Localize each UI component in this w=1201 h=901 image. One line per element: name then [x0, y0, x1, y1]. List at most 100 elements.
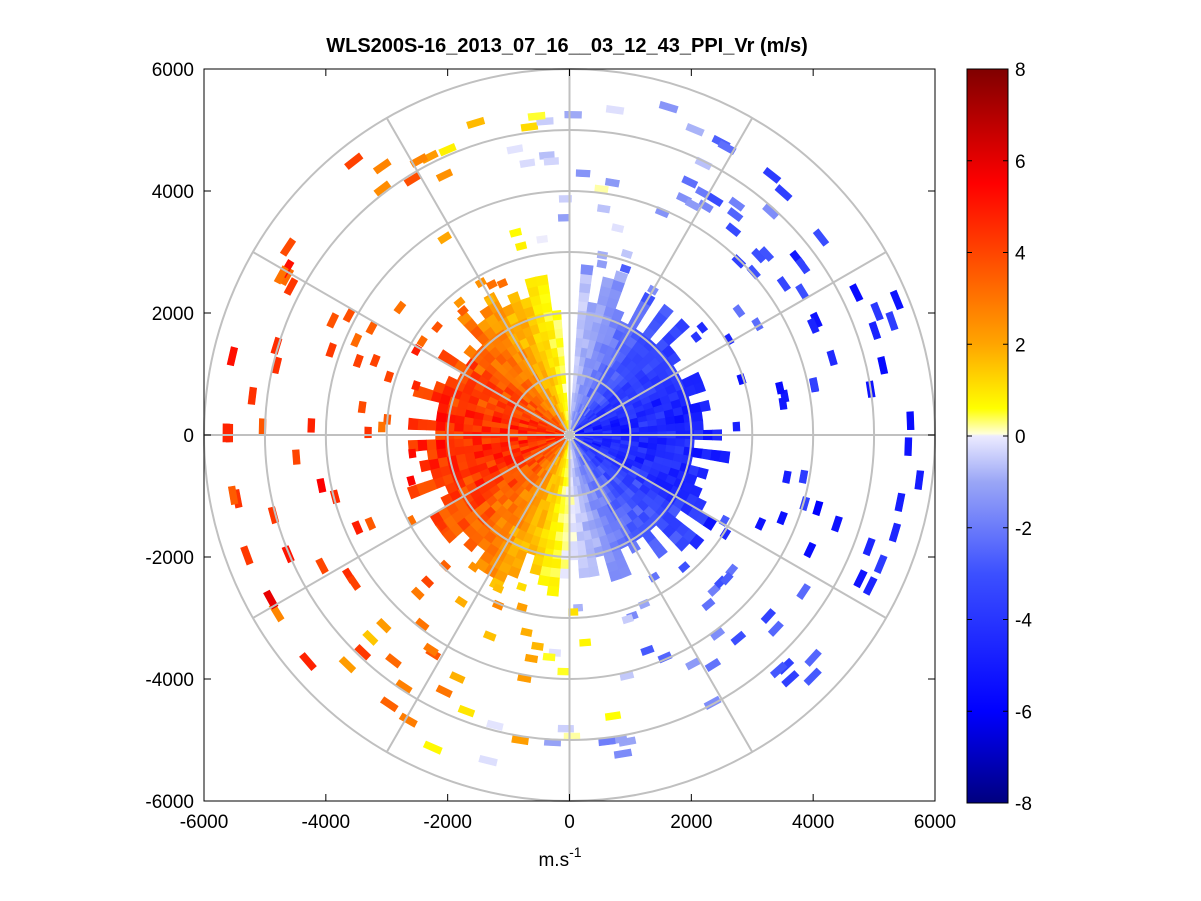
velocity-cell [812, 500, 824, 517]
velocity-cell [426, 419, 437, 431]
colorbar-tick-label: -2 [1015, 519, 1032, 540]
velocity-cell [517, 436, 528, 441]
velocity-cell [486, 719, 504, 731]
velocity-cell [706, 192, 724, 208]
velocity-cell [776, 511, 788, 526]
velocity-cell [453, 296, 466, 309]
velocity-cell [444, 446, 456, 458]
velocity-cell [516, 582, 527, 592]
velocity-cell [697, 199, 714, 214]
colorbar: 8 6 4 2 0 -2 -4 -6 -8 [966, 60, 1032, 815]
velocity-cell [583, 539, 594, 551]
velocity-cell [576, 540, 586, 551]
velocity-cell [894, 492, 906, 512]
velocity-cell [776, 275, 792, 292]
velocity-cell [862, 576, 878, 596]
velocity-cell [372, 158, 392, 175]
velocity-cell [693, 380, 706, 394]
velocity-cell [798, 469, 809, 484]
velocity-cell [357, 400, 367, 414]
velocity-cell [535, 274, 549, 287]
velocity-cell [674, 318, 690, 334]
azimuth-spoke [568, 434, 754, 753]
velocity-cell [569, 532, 578, 543]
velocity-cell [369, 353, 381, 368]
velocity-cell [471, 437, 483, 446]
velocity-cell [640, 644, 655, 656]
x-axis-label-exponent: -1 [569, 844, 582, 860]
velocity-cell [279, 237, 297, 257]
velocity-cell [613, 270, 629, 284]
velocity-cell [696, 467, 709, 480]
velocity-cell [868, 321, 882, 340]
colorbar-tick-label: 6 [1015, 152, 1026, 173]
velocity-cell [701, 448, 713, 461]
velocity-cell [555, 337, 564, 348]
velocity-cell [569, 550, 579, 561]
velocity-cell [514, 241, 528, 251]
velocity-cell [587, 565, 600, 578]
velocity-cell [462, 423, 473, 432]
velocity-cell [914, 470, 925, 491]
colorbar-tick-label: -8 [1015, 794, 1032, 815]
velocity-cell [732, 421, 741, 432]
velocity-cell [754, 517, 767, 531]
velocity-cell [862, 537, 876, 557]
velocity-cell [557, 724, 574, 733]
velocity-cell [621, 614, 634, 625]
velocity-cell [611, 223, 625, 234]
colorbar-tick-label: 0 [1015, 427, 1026, 448]
velocity-cell [519, 158, 536, 168]
velocity-cell [480, 437, 492, 445]
velocity-cell [472, 443, 483, 453]
velocity-cell [674, 536, 690, 552]
plot-area [203, 68, 936, 802]
velocity-cell [579, 638, 592, 647]
y-tick-labels: 6000 4000 2000 0 -2000 -4000 -6000 [145, 60, 194, 813]
polar-grid [203, 68, 936, 802]
colorbar-tick-label: -6 [1015, 702, 1032, 723]
velocity-cell [684, 421, 695, 432]
velocity-cell [227, 485, 239, 506]
velocity-cell [560, 550, 570, 561]
velocity-cell [619, 263, 632, 274]
velocity-cell [577, 558, 589, 570]
velocity-cell [559, 364, 566, 375]
velocity-cell [550, 558, 562, 570]
velocity-cell [444, 375, 458, 389]
velocity-cell [419, 459, 431, 473]
velocity-cell [436, 519, 448, 532]
velocity-cell [562, 522, 570, 533]
velocity-cell [888, 522, 902, 543]
velocity-cell [803, 541, 817, 559]
velocity-cell [720, 571, 734, 586]
x-tick-labels: -6000 -4000 -2000 0 2000 4000 6000 [180, 812, 956, 833]
velocity-cells [222, 100, 925, 767]
velocity-cell [656, 417, 667, 427]
velocity-cell [853, 569, 868, 589]
velocity-cell [675, 422, 686, 432]
velocity-cell [710, 449, 722, 462]
velocity-cell [426, 448, 438, 461]
velocity-cell [719, 527, 732, 541]
velocity-cell [373, 180, 392, 197]
velocity-cell [416, 418, 428, 431]
velocity-cell [444, 438, 455, 449]
azimuth-spoke [385, 434, 571, 753]
velocity-cell [362, 629, 379, 646]
velocity-cell [226, 346, 239, 367]
y-tick-label: -2000 [145, 548, 194, 569]
velocity-cell [685, 123, 705, 137]
velocity-cell [732, 304, 746, 318]
azimuth-spoke [568, 117, 754, 436]
velocity-cell [781, 670, 800, 688]
velocity-cell [605, 105, 625, 115]
velocity-cell [283, 277, 299, 296]
velocity-cell [453, 422, 464, 432]
velocity-cell [457, 704, 476, 718]
velocity-cell [809, 377, 820, 392]
velocity-cell [725, 222, 742, 238]
velocity-cell [762, 166, 782, 184]
x-tick-label: 6000 [914, 812, 956, 833]
